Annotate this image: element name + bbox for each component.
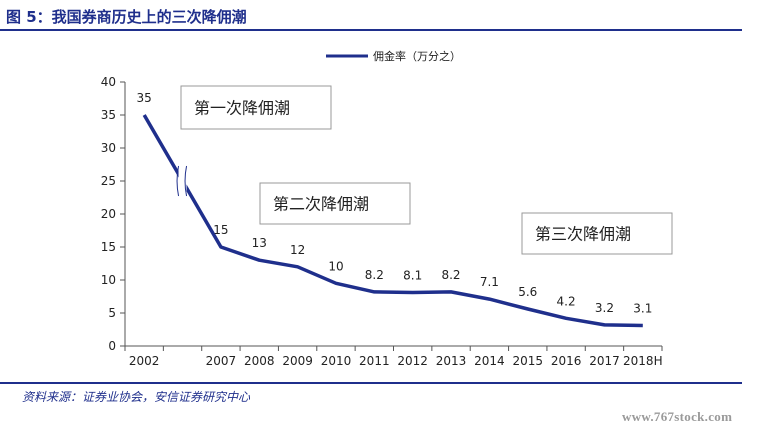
x-tick-label: 2014: [474, 354, 505, 368]
chart-legend: 佣金率（万分之）: [326, 49, 461, 63]
x-tick-label: 2009: [282, 354, 313, 368]
y-tick-label: 35: [101, 108, 116, 122]
annotation-box: [259, 182, 411, 225]
y-tick-label: 20: [101, 207, 116, 221]
data-label: 8.2: [441, 268, 460, 282]
annotation-label: 第二次降佣潮: [273, 195, 369, 214]
x-tick-label: 2012: [397, 354, 428, 368]
y-tick-label: 10: [101, 273, 116, 287]
data-label: 4.2: [557, 294, 576, 308]
data-label: 8.1: [403, 269, 422, 283]
watermark: www.767stock.com: [622, 409, 733, 424]
axis-break-marker: [176, 165, 188, 197]
data-label: 3.1: [633, 302, 652, 316]
y-tick-label: 15: [101, 240, 116, 254]
x-tick-label: 2008: [244, 354, 275, 368]
x-axis: 2002 2007 2008 2009 2010 2011 2012 2013 2014 2015…: [124, 345, 663, 368]
y-tick-label: 30: [101, 141, 116, 155]
data-label: 12: [290, 243, 305, 257]
data-label: 7.1: [480, 275, 499, 289]
x-tick-label: 2011: [359, 354, 390, 368]
data-label: 15: [213, 223, 228, 237]
y-axis: 0 5 10 15 20 25 30 35 40: [101, 75, 126, 353]
data-label: 5.6: [518, 285, 537, 299]
annotation-label: 第一次降佣潮: [194, 99, 290, 118]
annotation-box: [521, 212, 673, 255]
source-note: 资料来源：证券业协会，安信证券研究中心: [22, 390, 251, 404]
x-tick-label: 2010: [321, 354, 352, 368]
axis-break-gap: [178, 166, 187, 196]
title-rule: [0, 29, 742, 31]
series-line: [142, 114, 643, 328]
annotation-box: [180, 85, 332, 130]
x-tick-label: 2002: [129, 354, 160, 368]
x-tick-label: 2018H: [623, 354, 663, 368]
y-tick-label: 0: [108, 339, 116, 353]
y-tick-label: 40: [101, 75, 116, 89]
data-label: 8.2: [365, 268, 384, 282]
data-label: 3.2: [595, 301, 614, 315]
data-label: 13: [252, 236, 267, 250]
plot-area: 35 15 13 12 10 8.2 8.1 8.2 7.1 5.6 4.2 3.2 3.1: [137, 91, 652, 328]
data-label: 35: [137, 91, 152, 105]
x-tick-label: 2013: [436, 354, 467, 368]
x-tick-label: 2015: [512, 354, 543, 368]
x-tick-label: 2007: [206, 354, 237, 368]
legend-label: 佣金率（万分之）: [373, 49, 461, 63]
figure-title: 图 5：我国券商历史上的三次降佣潮: [6, 8, 247, 26]
x-tick-label: 2016: [551, 354, 582, 368]
footer-rule: [0, 382, 742, 384]
x-tick-label: 2017: [589, 354, 620, 368]
annotation-label: 第三次降佣潮: [535, 225, 631, 244]
y-tick-label: 25: [101, 174, 116, 188]
data-label: 10: [328, 259, 343, 273]
y-tick-label: 5: [108, 306, 116, 320]
